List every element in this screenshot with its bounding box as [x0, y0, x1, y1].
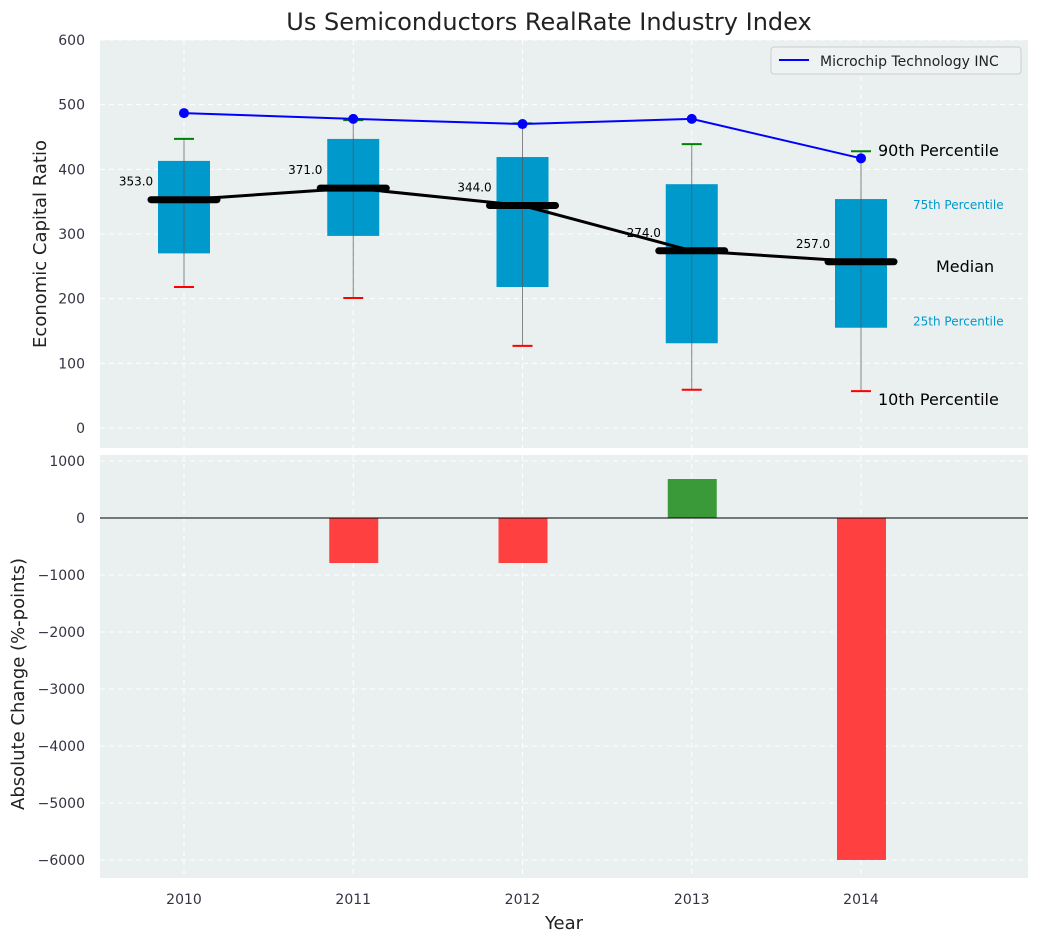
y-tick-label: 100	[58, 356, 85, 372]
chart-title: Us Semiconductors RealRate Industry Inde…	[286, 8, 811, 36]
x-tick-label: 2014	[843, 892, 879, 908]
y-tick-label: −1000	[38, 568, 85, 584]
x-tick-label: 2012	[505, 892, 541, 908]
y-tick-label: −4000	[38, 739, 85, 755]
microchip-point	[856, 153, 866, 164]
y-tick-label: 400	[58, 162, 85, 178]
change-bar	[498, 517, 548, 564]
change-bar	[837, 517, 886, 860]
y-tick-label: 500	[58, 98, 85, 114]
microchip-point	[517, 119, 528, 130]
y-tick-label: 300	[58, 227, 85, 243]
median-label: 274.0	[627, 226, 661, 240]
annotation-10th: 10th Percentile	[878, 390, 999, 409]
y-tick-label: −5000	[38, 796, 85, 812]
x-tick-label: 2011	[335, 892, 371, 908]
median-label: 371.0	[288, 163, 322, 177]
change-bar	[329, 517, 379, 564]
median-label: 257.0	[796, 237, 830, 251]
y-axis-label: Absolute Change (%-points)	[8, 558, 29, 810]
y-tick-label: 600	[58, 33, 85, 49]
x-tick-label: 2010	[166, 892, 202, 908]
top-plot-area	[100, 40, 1028, 448]
x-axis-label: Year	[544, 913, 584, 934]
legend: Microchip Technology INC	[770, 46, 1022, 75]
y-tick-label: 1000	[49, 454, 85, 470]
annotation-median: Median	[936, 257, 994, 276]
annotation-25th: 25th Percentile	[913, 315, 1004, 329]
annotation-75th: 75th Percentile	[913, 198, 1004, 212]
change-bar	[667, 478, 717, 518]
microchip-point	[348, 113, 359, 124]
annotation-90th: 90th Percentile	[878, 141, 999, 160]
legend-box	[770, 46, 1022, 75]
y-tick-label: −2000	[38, 625, 85, 641]
microchip-point	[686, 113, 697, 124]
legend-label: Microchip Technology INC	[820, 54, 999, 70]
x-tick-label: 2013	[674, 892, 710, 908]
y-tick-label: 200	[58, 292, 85, 308]
y-tick-label: −6000	[38, 853, 85, 869]
microchip-point	[179, 108, 189, 119]
median-label: 353.0	[119, 175, 153, 189]
median-label: 344.0	[457, 181, 491, 195]
y-tick-label: 0	[76, 421, 85, 437]
y-axis-label: Economic Capital Ratio	[30, 140, 51, 348]
y-tick-label: −3000	[38, 682, 85, 698]
y-tick-label: 0	[76, 511, 85, 527]
